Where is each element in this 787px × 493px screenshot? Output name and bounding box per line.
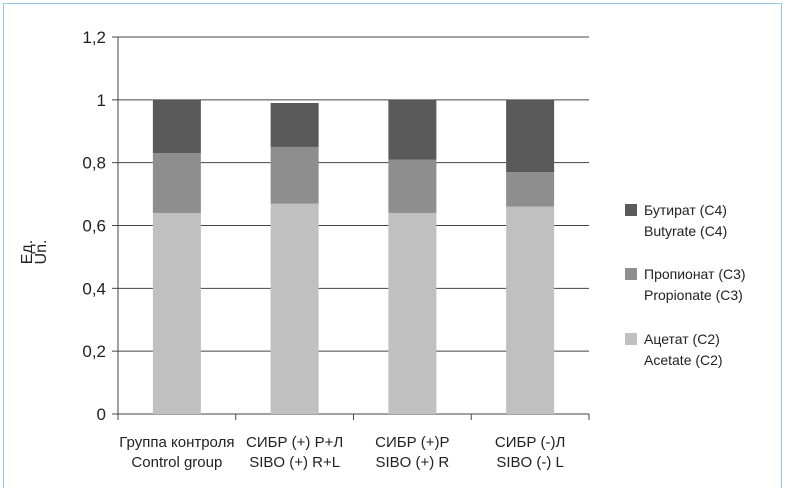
legend-label: Acetate (C2) xyxy=(644,352,723,368)
legend-label: Propionate (C3) xyxy=(644,287,743,303)
bar-segment xyxy=(270,203,319,414)
bar-segment xyxy=(270,102,319,147)
x-category-label: СИБР (+) Р+Л xyxy=(246,434,343,451)
bar-segment xyxy=(506,172,555,207)
x-category-label: Группа контроля xyxy=(119,434,234,451)
legend-label: Butyrate (C4) xyxy=(644,223,727,239)
y-tick-label: 0,2 xyxy=(82,342,106,361)
y-tick-label: 1 xyxy=(97,91,106,110)
bar-segment xyxy=(506,206,555,414)
legend-swatch xyxy=(625,204,637,216)
legend-label: Ацетат (С2) xyxy=(644,331,720,347)
x-category-label: СИБР (+)Р xyxy=(375,434,449,451)
y-axis-label: Un. xyxy=(33,240,50,265)
y-axis-label: Ед. xyxy=(19,240,36,264)
bar-segment xyxy=(152,99,201,154)
chart-frame xyxy=(3,3,782,488)
bar-segment xyxy=(388,159,437,213)
bar-segment xyxy=(388,212,437,414)
bar-segment xyxy=(270,146,319,204)
legend-swatch xyxy=(625,268,637,280)
x-category-label: SIBO (+) R xyxy=(375,454,449,471)
y-tick-label: 0,8 xyxy=(82,154,106,173)
bar-segment xyxy=(152,153,201,213)
legend-label: Бутират (С4) xyxy=(644,202,727,218)
y-tick-label: 0,4 xyxy=(82,279,106,298)
y-tick-label: 0 xyxy=(97,405,106,424)
bar-segment xyxy=(388,99,437,160)
y-tick-label: 0,6 xyxy=(82,217,106,236)
y-tick-label: 1,2 xyxy=(82,28,106,47)
x-category-label: SIBO (+) R+L xyxy=(249,454,340,471)
legend-label: Пропионат (С3) xyxy=(644,266,746,282)
x-category-label: SIBO (-) L xyxy=(496,454,564,471)
x-category-label: Control group xyxy=(131,454,222,471)
bar-segment xyxy=(506,99,555,173)
x-category-label: СИБР (-)Л xyxy=(495,434,565,451)
legend-swatch xyxy=(625,333,637,345)
bar-segment xyxy=(152,212,201,414)
